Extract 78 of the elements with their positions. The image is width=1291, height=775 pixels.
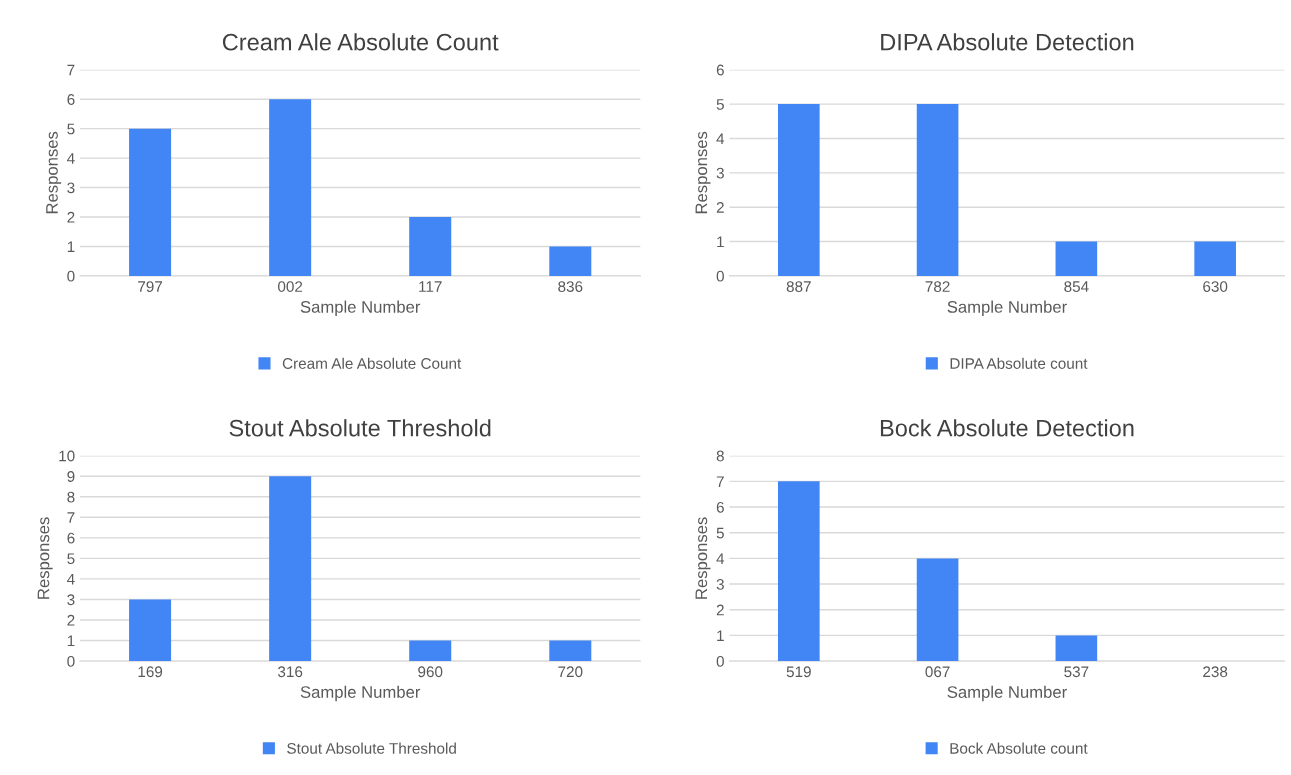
chart-title: Cream Ale Absolute Count bbox=[222, 33, 499, 51]
y-tick-label: 10 bbox=[59, 450, 75, 462]
y-tick-label: 2 bbox=[716, 202, 724, 213]
x-tick-label: 630 bbox=[1203, 281, 1228, 292]
x-tick-label: 960 bbox=[418, 666, 443, 678]
bar bbox=[549, 246, 592, 276]
y-tick-label: 1 bbox=[67, 241, 75, 252]
y-tick-label: 3 bbox=[67, 594, 75, 606]
y-tick-label: 6 bbox=[716, 64, 724, 76]
y-tick-label: 2 bbox=[67, 211, 75, 223]
y-tick-label: 1 bbox=[717, 630, 724, 641]
bar bbox=[269, 476, 312, 662]
y-tick-label: 1 bbox=[67, 635, 75, 647]
y-tick-label: 7 bbox=[716, 476, 724, 487]
x-tick-label: 169 bbox=[138, 666, 163, 678]
y-tick-label: 3 bbox=[67, 182, 75, 194]
y-tick-label: 6 bbox=[67, 94, 75, 105]
x-tick-label: 316 bbox=[277, 666, 303, 678]
x-axis-title: Sample Number bbox=[947, 300, 1067, 317]
legend-label: Cream Ale Absolute Count bbox=[282, 357, 462, 369]
y-tick-label: 6 bbox=[716, 501, 724, 513]
y-axis-title: Responses bbox=[695, 131, 711, 214]
chart-title: DIPA Absolute Detection bbox=[881, 33, 1134, 51]
y-tick-label: 7 bbox=[67, 64, 75, 76]
y-tick-label: 9 bbox=[67, 471, 75, 482]
bar bbox=[777, 481, 820, 662]
y-tick-label: 7 bbox=[67, 512, 75, 523]
x-tick-label: 797 bbox=[138, 281, 163, 292]
x-tick-label: 720 bbox=[558, 666, 583, 678]
x-tick-label: 117 bbox=[419, 281, 442, 292]
x-tick-label: 782 bbox=[925, 281, 950, 292]
y-tick-label: 5 bbox=[67, 553, 75, 565]
y-tick-label: 4 bbox=[716, 133, 725, 144]
y-tick-label: 2 bbox=[716, 604, 724, 616]
bar bbox=[129, 128, 172, 276]
chart-title: Stout Absolute Threshold bbox=[229, 419, 491, 437]
y-tick-label: 0 bbox=[716, 655, 724, 667]
y-tick-label: 8 bbox=[67, 491, 75, 503]
bar bbox=[269, 99, 312, 276]
x-tick-label: 537 bbox=[1064, 666, 1089, 678]
y-tick-label: 5 bbox=[716, 527, 724, 539]
x-axis-title: Sample Number bbox=[947, 685, 1067, 702]
y-axis-title: Responses bbox=[37, 517, 53, 599]
bar bbox=[916, 558, 959, 662]
bar bbox=[129, 599, 172, 662]
x-axis-title: Sample Number bbox=[300, 685, 421, 702]
y-tick-label: 3 bbox=[716, 167, 724, 179]
x-tick-label: 854 bbox=[1064, 281, 1089, 292]
x-tick-label: 887 bbox=[786, 281, 811, 292]
x-tick-label: 238 bbox=[1203, 666, 1228, 678]
x-tick-label: 002 bbox=[278, 281, 303, 292]
y-tick-label: 0 bbox=[716, 270, 724, 282]
y-tick-label: 0 bbox=[67, 655, 75, 667]
y-tick-label: 3 bbox=[716, 578, 724, 590]
legend-label: Stout Absolute Threshold bbox=[287, 742, 456, 754]
y-axis-title: Responses bbox=[695, 517, 711, 599]
y-tick-label: 8 bbox=[716, 450, 724, 462]
x-tick-label: 067 bbox=[925, 666, 950, 678]
x-tick-label: 519 bbox=[786, 666, 811, 678]
chart-title: Bock Absolute Detection bbox=[880, 419, 1134, 437]
y-tick-label: 0 bbox=[67, 270, 75, 282]
bar bbox=[549, 640, 592, 662]
legend-label: DIPA Absolute count bbox=[950, 357, 1088, 369]
bar bbox=[409, 217, 452, 276]
y-axis-title: Responses bbox=[46, 131, 62, 214]
y-tick-label: 6 bbox=[67, 532, 75, 544]
y-tick-label: 4 bbox=[716, 553, 725, 564]
bar bbox=[409, 640, 452, 662]
legend-label: Bock Absolute count bbox=[950, 742, 1088, 754]
x-axis-title: Sample Number bbox=[300, 300, 421, 317]
y-tick-label: 5 bbox=[716, 99, 724, 110]
y-tick-label: 2 bbox=[67, 614, 75, 626]
y-tick-label: 5 bbox=[67, 123, 75, 135]
y-tick-label: 4 bbox=[67, 153, 75, 164]
x-tick-label: 836 bbox=[558, 281, 583, 292]
y-tick-label: 1 bbox=[717, 236, 724, 248]
bar bbox=[1055, 635, 1098, 662]
y-tick-label: 4 bbox=[67, 573, 75, 585]
